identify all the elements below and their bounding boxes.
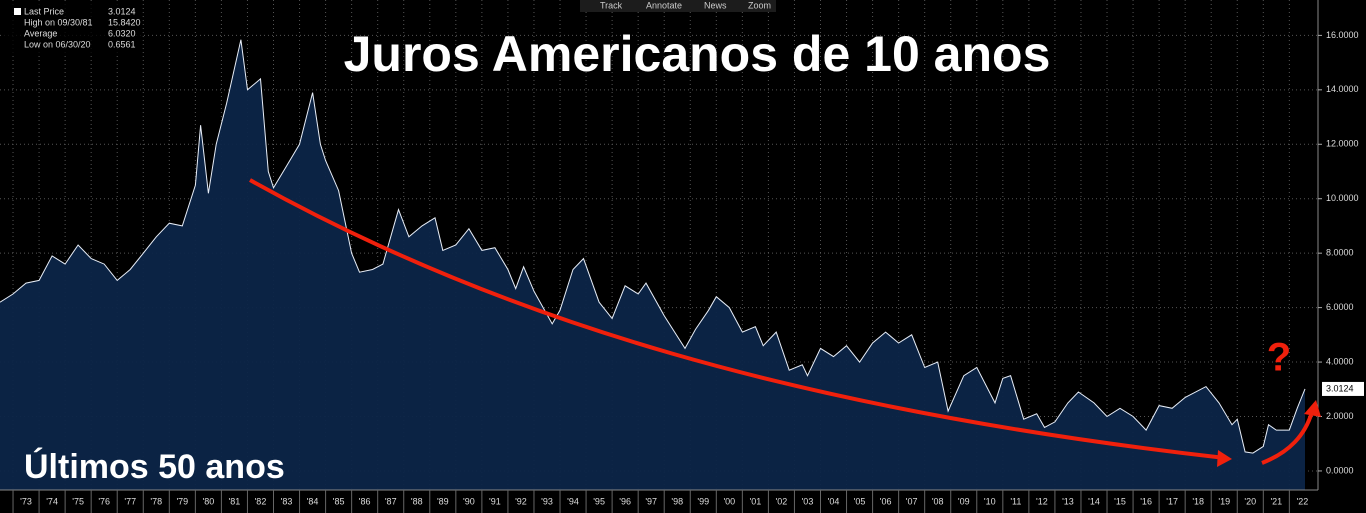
x-tick-label: '22 <box>1297 496 1309 506</box>
legend-value: 6.0320 <box>108 28 136 38</box>
x-tick-label: '84 <box>307 496 319 506</box>
x-tick-label: '81 <box>229 496 241 506</box>
legend-label: Average <box>24 28 57 38</box>
x-tick-label: '18 <box>1192 496 1204 506</box>
x-tick-label: '80 <box>203 496 215 506</box>
legend-label: Low on 06/30/20 <box>24 39 91 49</box>
x-tick-label: '97 <box>645 496 657 506</box>
x-tick-label: '83 <box>281 496 293 506</box>
x-tick-label: '96 <box>619 496 631 506</box>
x-axis-band <box>0 490 1318 513</box>
x-tick-label: '93 <box>541 496 553 506</box>
toolbar-button[interactable]: Zoom <box>748 0 771 10</box>
x-tick-label: '16 <box>1140 496 1152 506</box>
price-line <box>0 39 1306 454</box>
x-tick-label: '07 <box>906 496 918 506</box>
legend-value: 3.0124 <box>108 6 136 16</box>
legend-value: 15.8420 <box>108 17 141 27</box>
y-tick-label: 2.0000 <box>1326 411 1354 421</box>
x-tick-label: '74 <box>46 496 58 506</box>
toolbar-button[interactable]: Track <box>600 0 623 10</box>
x-tick-label: '13 <box>1062 496 1074 506</box>
toolbar: Track Annotate News Zoom <box>580 0 776 12</box>
x-tick-label: '00 <box>723 496 735 506</box>
arrow-head <box>1217 450 1232 467</box>
x-tick-label: '06 <box>880 496 892 506</box>
x-tick-label: '86 <box>359 496 371 506</box>
x-tick-label: '09 <box>958 496 970 506</box>
x-tick-label: '01 <box>750 496 762 506</box>
x-tick-label: '73 <box>20 496 32 506</box>
x-tick-label: '99 <box>697 496 709 506</box>
last-price-tag <box>1322 381 1364 396</box>
chart-title: Juros Americanos de 10 anos <box>344 26 1051 82</box>
legend-swatch <box>14 8 21 15</box>
x-tick-label: '91 <box>489 496 501 506</box>
y-tick-label: 6.0000 <box>1326 302 1354 312</box>
x-tick-label: '20 <box>1244 496 1256 506</box>
x-tick-label: '87 <box>385 496 397 506</box>
y-tick-label: 4.0000 <box>1326 356 1354 366</box>
up-arrow <box>1261 411 1314 465</box>
x-tick-label: '11 <box>1010 496 1021 506</box>
x-tick-label: '78 <box>150 496 162 506</box>
x-tick-label: '98 <box>671 496 683 506</box>
x-tick-label: '12 <box>1036 496 1048 506</box>
x-tick-label: '90 <box>463 496 475 506</box>
toolbar-bg <box>580 0 776 12</box>
x-tick-label: '04 <box>828 496 840 506</box>
y-tick-label: 12.0000 <box>1326 139 1359 149</box>
x-tick-label: '79 <box>176 496 188 506</box>
area-fill <box>0 39 1305 490</box>
x-tick-label: '17 <box>1166 496 1178 506</box>
x-tick-label: '75 <box>72 496 84 506</box>
toolbar-button[interactable]: Annotate <box>646 0 682 10</box>
x-tick-label: '14 <box>1088 496 1100 506</box>
trend-arrow <box>249 178 1226 460</box>
legend-value: 0.6561 <box>108 39 136 49</box>
x-tick-label: '08 <box>932 496 944 506</box>
x-tick-label: '95 <box>593 496 605 506</box>
x-tick-label: '92 <box>515 496 527 506</box>
x-tick-label: '94 <box>567 496 579 506</box>
y-tick-label: 16.0000 <box>1326 30 1359 40</box>
legend: Last Price 3.0124 High on 09/30/81 15.8420 A… <box>2 4 142 56</box>
x-tick-label: '88 <box>411 496 423 506</box>
x-tick-label: '77 <box>124 496 136 506</box>
x-tick-label: '15 <box>1114 496 1126 506</box>
y-tick-label: 0.0000 <box>1326 465 1354 475</box>
y-tick-label: 14.0000 <box>1326 84 1359 94</box>
y-tick-label: 8.0000 <box>1326 248 1354 258</box>
x-tick-label: '10 <box>984 496 996 506</box>
x-tick-label: '03 <box>802 496 814 506</box>
legend-label: Last Price <box>24 6 64 16</box>
annotation: Últimos 50 anos <box>24 448 285 486</box>
plot <box>0 39 1306 490</box>
x-tick-label: '82 <box>255 496 267 506</box>
legend-box <box>2 4 142 56</box>
x-tick-label: '05 <box>854 496 866 506</box>
arrow-head <box>1304 400 1321 417</box>
x-tick-label: '89 <box>437 496 449 506</box>
legend-label: High on 09/30/81 <box>24 17 93 27</box>
x-tick-label: '19 <box>1218 496 1230 506</box>
x-tick-label: '85 <box>333 496 345 506</box>
y-tick-label: 10.0000 <box>1326 193 1359 203</box>
last-price-label: 3.0124 <box>1326 383 1354 393</box>
toolbar-button[interactable]: News <box>704 0 727 10</box>
x-tick-label: '02 <box>776 496 788 506</box>
x-tick-label: '76 <box>98 496 110 506</box>
question-mark: ? <box>1267 336 1291 380</box>
x-tick-label: '21 <box>1270 496 1282 506</box>
